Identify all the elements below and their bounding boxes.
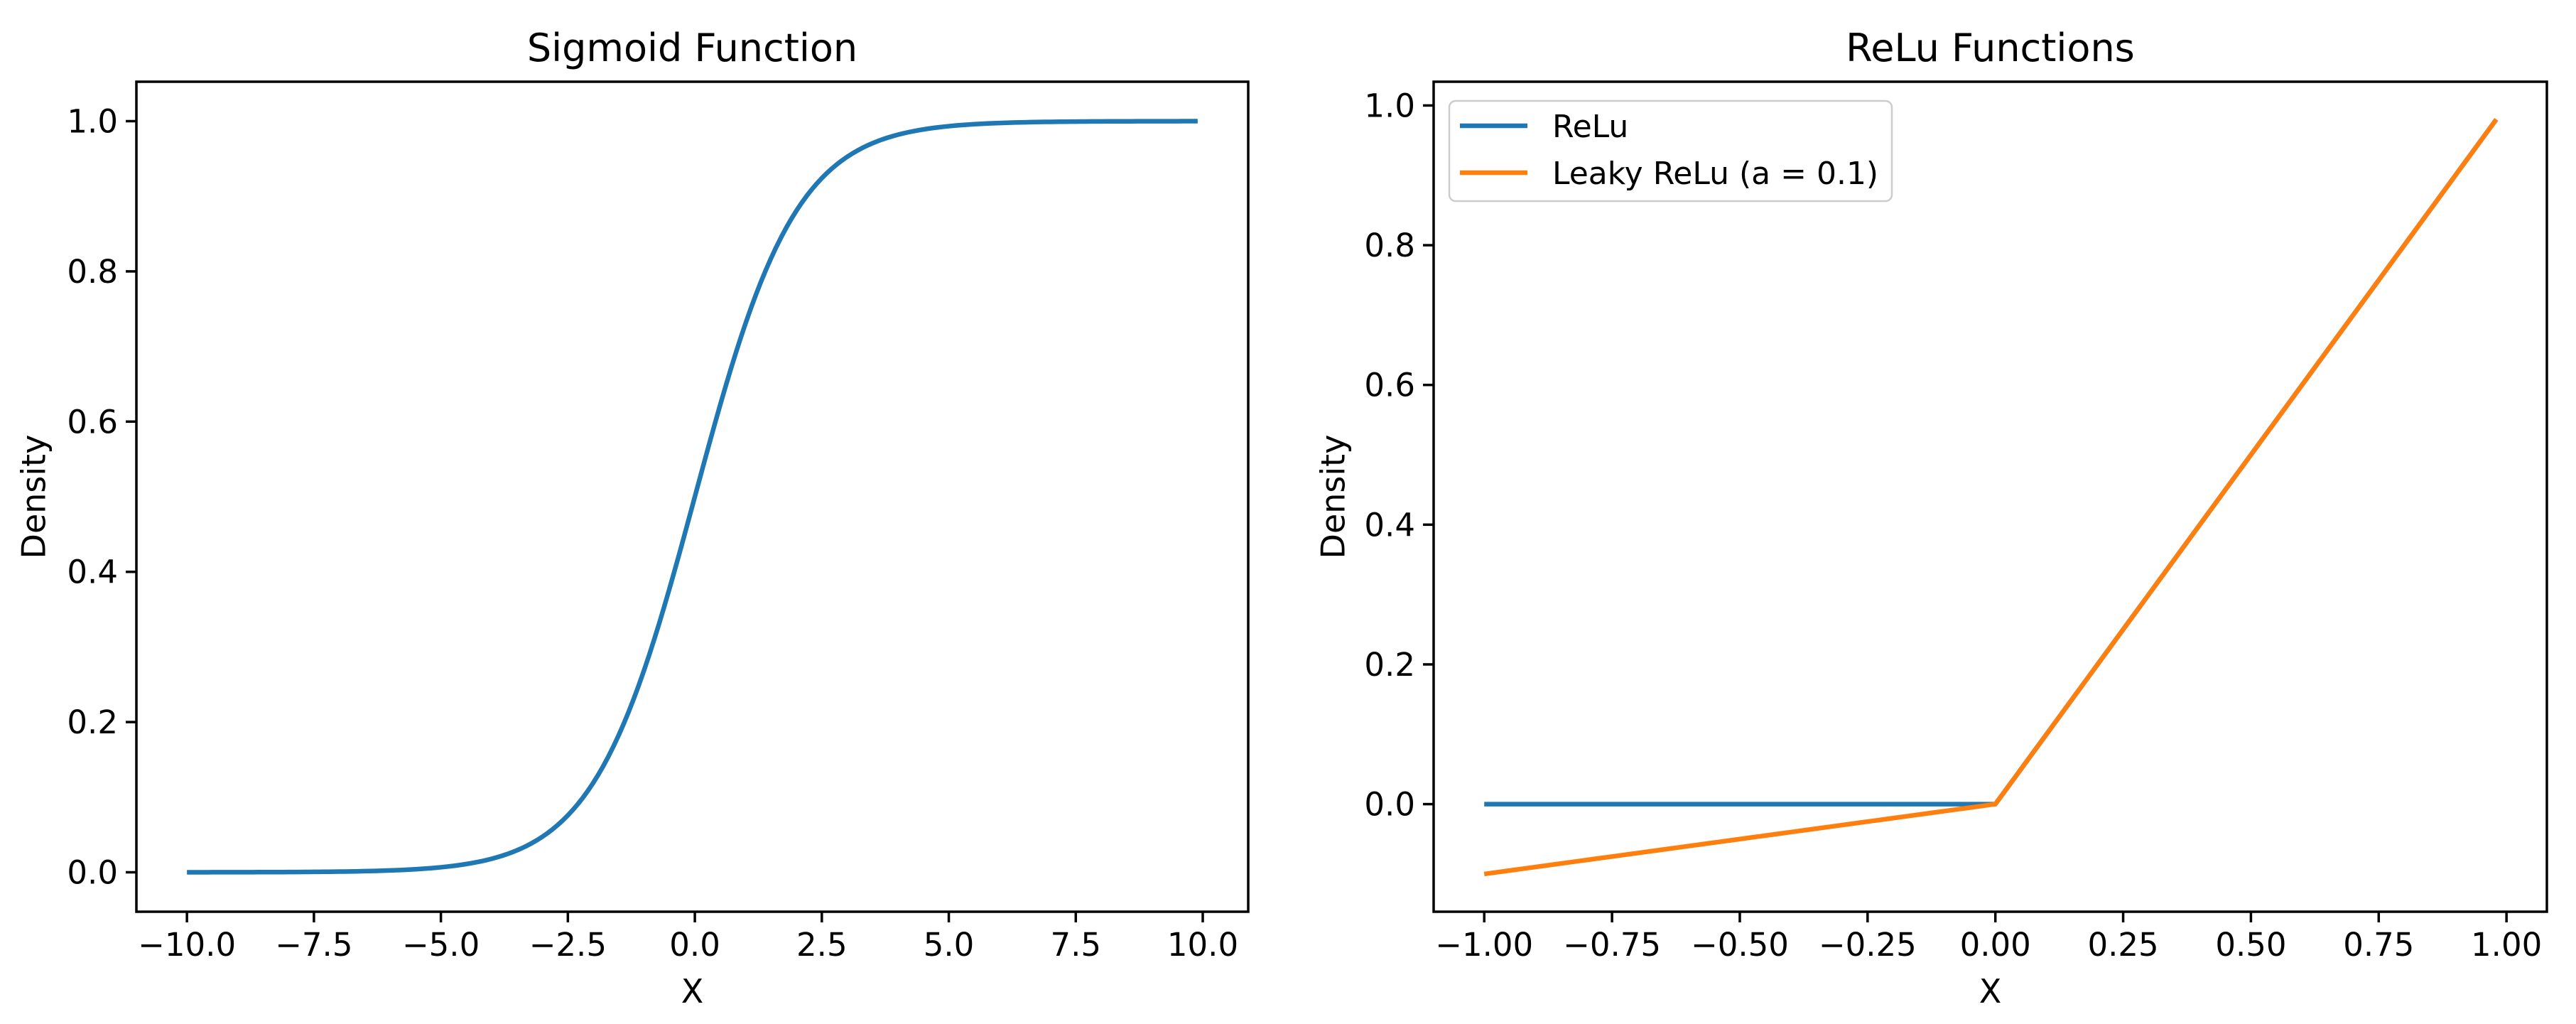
y-tick-label: 0.4 bbox=[1364, 506, 1415, 544]
x-tick-label: 0.50 bbox=[2215, 926, 2286, 964]
series-line-sigmoid bbox=[187, 119, 1198, 875]
x-tick-label: 0.00 bbox=[1960, 926, 2031, 964]
y-tick-label: 0.8 bbox=[1364, 227, 1415, 264]
x-tick-label: −2.5 bbox=[529, 926, 607, 964]
x-tick-label: 1.00 bbox=[2471, 926, 2542, 964]
sigmoid-x-axis-label: X bbox=[681, 972, 704, 1010]
y-tick-label: 0.8 bbox=[67, 253, 118, 291]
y-tick-label: 0.0 bbox=[1364, 786, 1415, 824]
x-tick-label: 0.0 bbox=[669, 926, 720, 964]
relu-chart-title: ReLu Functions bbox=[1846, 26, 2135, 70]
y-tick-label: 0.0 bbox=[67, 854, 118, 892]
x-tick-label: −0.25 bbox=[1819, 926, 1917, 964]
x-tick-label: −5.0 bbox=[402, 926, 480, 964]
panel-relu: ReLu Functions Density X −1.00 −0.75 −0.50… bbox=[1288, 0, 2576, 1024]
axes-frame bbox=[1432, 80, 2548, 913]
y-tick-label: 0.2 bbox=[67, 704, 118, 741]
legend-label: Leaky ReLu (a = 0.1) bbox=[1552, 156, 1878, 192]
series-line-relu bbox=[1484, 118, 2499, 807]
relu-x-axis-label: X bbox=[1979, 972, 2002, 1010]
x-tick-label: 7.5 bbox=[1050, 926, 1101, 964]
legend-label: ReLu bbox=[1552, 109, 1628, 145]
sigmoid-plot-canvas: −10.0 −7.5 −5.0 −2.5 0.0 2.5 5.0 7.5 10.0 0.0 0.2 0… bbox=[67, 80, 1250, 964]
legend-box bbox=[1448, 99, 1893, 203]
sigmoid-chart-title: Sigmoid Function bbox=[526, 26, 858, 70]
x-tick-label: 2.5 bbox=[796, 926, 848, 964]
x-tick-label: 0.25 bbox=[2087, 926, 2158, 964]
y-tick-label: 1.0 bbox=[1364, 87, 1415, 124]
x-tick-label: −1.00 bbox=[1435, 926, 1533, 964]
x-tick-label: −0.75 bbox=[1563, 926, 1661, 964]
series-line-leaky_relu bbox=[1483, 118, 2499, 877]
x-tick-label: 10.0 bbox=[1167, 926, 1238, 964]
relu-plot-canvas: −1.00 −0.75 −0.50 −0.25 0.00 0.25 0.50 0.75 1.00… bbox=[1364, 80, 2548, 964]
y-tick-label: 0.2 bbox=[1364, 646, 1415, 684]
y-tick-label: 0.6 bbox=[1364, 367, 1415, 404]
axes-frame bbox=[135, 80, 1250, 913]
x-tick-label: −10.0 bbox=[138, 926, 236, 964]
panel-sigmoid: Sigmoid Function Density X −10.0 −7.5 −5.0… bbox=[15, 26, 1250, 1010]
y-tick-label: 0.4 bbox=[67, 554, 118, 591]
x-tick-label: −7.5 bbox=[275, 926, 352, 964]
x-tick-label: 0.75 bbox=[2343, 926, 2414, 964]
y-tick-label: 0.6 bbox=[67, 403, 118, 441]
x-tick-label: −0.50 bbox=[1691, 926, 1789, 964]
x-tick-label: 5.0 bbox=[924, 926, 975, 964]
y-tick-label: 1.0 bbox=[67, 102, 118, 140]
